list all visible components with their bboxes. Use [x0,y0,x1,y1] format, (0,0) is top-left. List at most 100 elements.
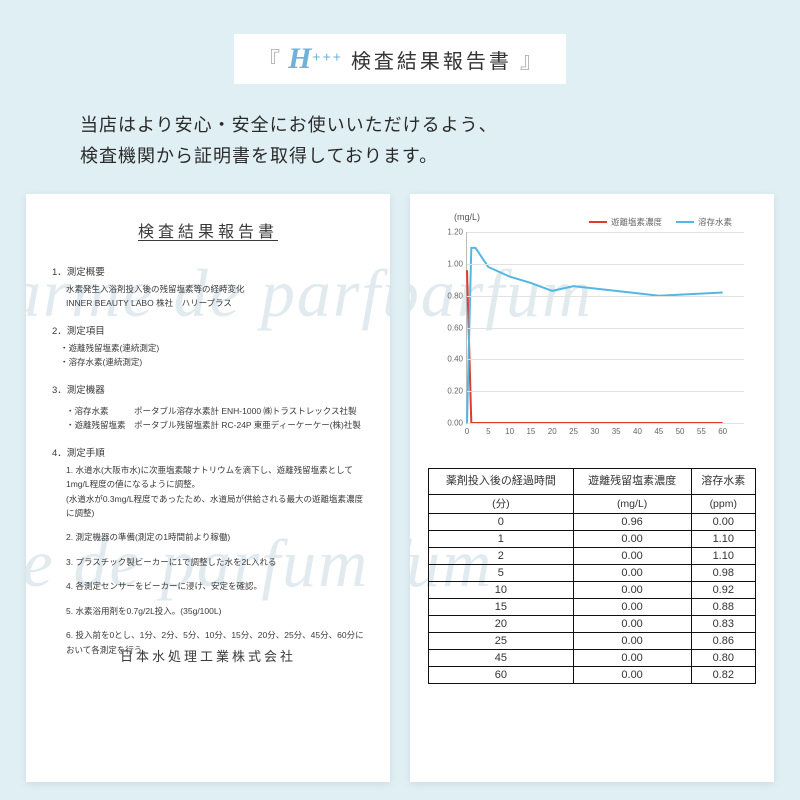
table-cell: 0.83 [691,616,755,633]
table-cell: 0.00 [573,531,691,548]
chart-xtick: 20 [548,427,557,436]
legend-label: 溶存水素 [698,216,732,228]
chart-xtick: 10 [505,427,514,436]
chart-ytick: 0.60 [447,323,463,332]
table-header: 薬剤投入後の経過時間 [429,469,574,495]
subtitle-line1: 当店はより安心・安全にお使いいただけるよう、 [80,110,720,141]
table-cell: 0.96 [573,514,691,531]
table-header: 遊離残留塩素濃度 [573,469,691,495]
table-cell: 0.98 [691,565,755,582]
subtitle: 当店はより安心・安全にお使いいただけるよう、 検査機関から証明書を取得しておりま… [80,110,720,171]
sec-title: 1．測定概要 [52,264,364,278]
report-title: 検査結果報告書 [52,218,364,242]
table-cell: 0.86 [691,633,755,650]
chart-ytick: 0.40 [447,355,463,364]
report-panel: larme de parfum larme de parfum 検査結果報告書 … [26,194,390,782]
sec-title: 3．測定機器 [52,382,364,396]
table-cell: 60 [429,667,574,684]
report-line: 水素発生入浴剤投入後の残留塩素等の経時変化 [66,282,364,296]
report-line: 1. 水道水(大阪市水)に次亜塩素酸ナトリウムを滴下し、遊離残留塩素として1mg… [66,463,364,492]
table-row: 50.000.98 [429,565,756,582]
table-cell: 0.00 [573,650,691,667]
table-header: 溶存水素 [691,469,755,495]
table-cell: 20 [429,616,574,633]
report-line: ・溶存水素(連続測定) [60,355,364,369]
table-cell: 0.00 [573,582,691,599]
table-row: 00.960.00 [429,514,756,531]
chart-table-panel: larme de parfum larme de parfum (mg/L) 遊… [410,194,774,782]
table-cell: 25 [429,633,574,650]
chart-xtick: 60 [718,427,727,436]
chart-ytick: 0.20 [447,387,463,396]
chart-ytick: 0.00 [447,419,463,428]
chart-xtick: 40 [633,427,642,436]
table-cell: 2 [429,548,574,565]
sec-title: 4．測定手順 [52,445,364,459]
report-line: 5. 水素浴用剤を0.7g/2L投入。(35g/100L) [66,604,364,618]
chart-xtick: 45 [654,427,663,436]
report-line: ポータブル残留塩素計 RC-24P 東亜ディーケーケー(株)社製 [134,418,361,432]
legend-swatch-hydrogen [676,221,694,223]
table-cell: 0.00 [573,565,691,582]
chart-ytick: 1.20 [447,228,463,237]
table-cell: 0 [429,514,574,531]
data-table: 薬剤投入後の経過時間 遊離残留塩素濃度 溶存水素 (分) (mg/L) (ppm… [428,468,756,684]
table-cell: 0.00 [691,514,755,531]
chart-ylabel: (mg/L) [454,212,480,222]
table-cell: 0.00 [573,616,691,633]
chart-xtick: 5 [486,427,490,436]
report-footer: 日本水処理工業株式会社 [26,646,390,665]
chart-series-line [467,270,723,423]
table-row: 250.000.86 [429,633,756,650]
sec-title: 2．測定項目 [52,323,364,337]
header-script: H+++ [288,42,343,76]
report-line: 3. プラスチック製ビーカーに1で調整した水を2L入れる [66,555,364,569]
bracket-right: 』 [520,43,542,75]
chart-xtick: 55 [697,427,706,436]
header-badge: 『 H+++ 検査結果報告書 』 [234,34,566,84]
legend-label: 遊離塩素濃度 [611,216,662,228]
report-line: ・遊離残留塩素 [66,418,134,432]
table-cell: 10 [429,582,574,599]
header-title-jp: 検査結果報告書 [351,45,512,74]
chart-xtick: 35 [612,427,621,436]
report-line: ・溶存水素 [66,404,134,418]
table-cell: 1 [429,531,574,548]
table-cell: 45 [429,650,574,667]
table-unit: (mg/L) [573,494,691,513]
table-cell: 0.80 [691,650,755,667]
table-unit: (分) [429,494,574,513]
table-row: 450.000.80 [429,650,756,667]
table-row: 200.000.83 [429,616,756,633]
report-line: (水道水が0.3mg/L程度であったため、水道局が供給される最大の遊離塩素濃度に… [66,492,364,521]
table-cell: 0.92 [691,582,755,599]
chart-ytick: 0.80 [447,291,463,300]
table-cell: 0.00 [573,599,691,616]
table-cell: 0.00 [573,633,691,650]
table-row: 100.000.92 [429,582,756,599]
report-line: 4. 各測定センサーをビーカーに浸け、安定を確認。 [66,579,364,593]
chart-series-line [467,248,723,423]
report-line: ポータブル溶存水素計 ENH-1000 ㈱トラストレックス社製 [134,404,357,418]
table-row: 20.001.10 [429,548,756,565]
chart-xtick: 25 [569,427,578,436]
subtitle-line2: 検査機関から証明書を取得しております。 [80,141,720,172]
report-body: 検査結果報告書 1．測定概要 水素発生入浴剤投入後の残留塩素等の経時変化 INN… [26,194,390,687]
table-row: 150.000.88 [429,599,756,616]
table-row: 10.001.10 [429,531,756,548]
chart-xtick: 30 [590,427,599,436]
chart-xtick: 50 [676,427,685,436]
chart-xtick: 0 [465,427,469,436]
table-cell: 5 [429,565,574,582]
table-unit: (ppm) [691,494,755,513]
report-line: INNER BEAUTY LABO 株社 ハリープラス [66,296,364,310]
panels: larme de parfum larme de parfum 検査結果報告書 … [26,194,774,782]
table-cell: 1.10 [691,531,755,548]
table-cell: 15 [429,599,574,616]
table-cell: 0.88 [691,599,755,616]
table-row: 600.000.82 [429,667,756,684]
bracket-left: 『 [258,43,280,75]
table-cell: 0.00 [573,667,691,684]
table-cell: 0.00 [573,548,691,565]
table-cell: 0.82 [691,667,755,684]
